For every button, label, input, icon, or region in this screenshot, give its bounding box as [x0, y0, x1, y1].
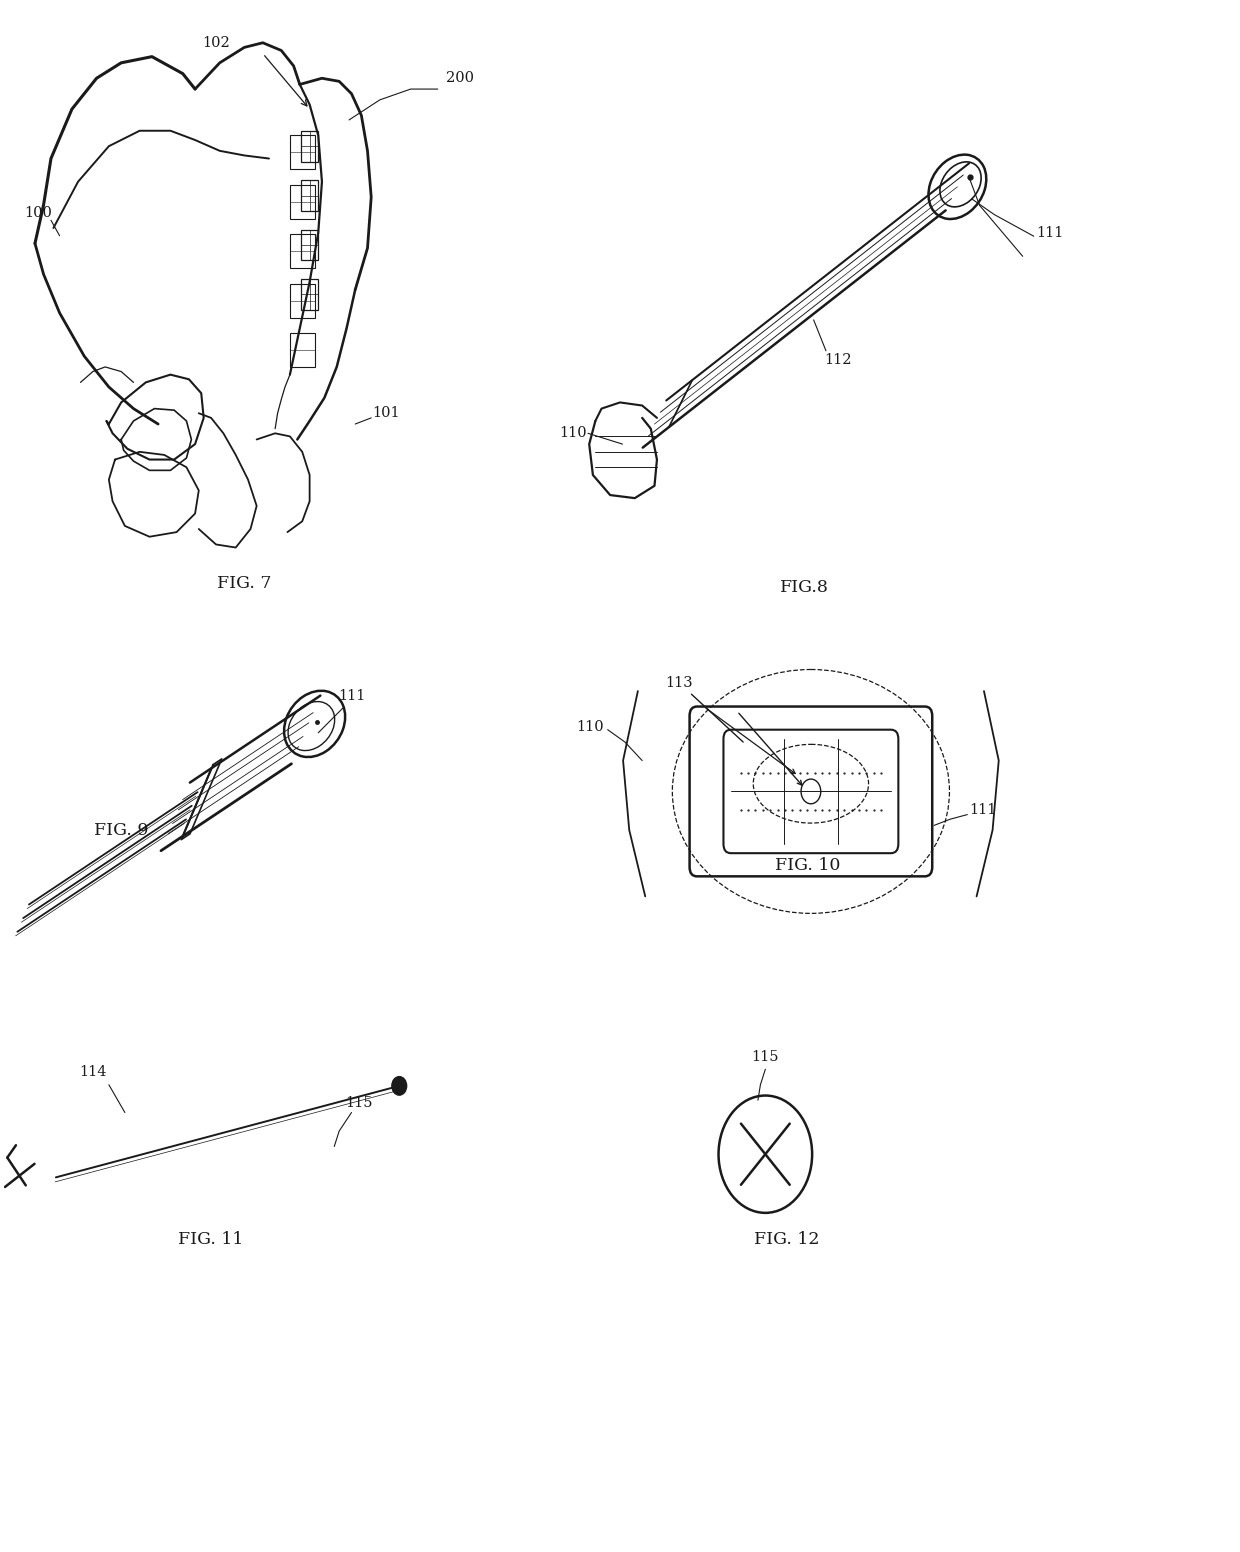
Bar	[301, 180, 319, 211]
Text: FIG. 12: FIG. 12	[754, 1231, 820, 1248]
Text: 111: 111	[337, 689, 366, 703]
Text: 110: 110	[577, 720, 604, 734]
Text: FIG.8: FIG.8	[780, 579, 830, 596]
Text: 111: 111	[970, 802, 997, 816]
Text: 113: 113	[666, 677, 693, 691]
Text: 101: 101	[372, 407, 399, 421]
Bar	[301, 279, 319, 310]
Text: 100: 100	[25, 205, 52, 219]
Bar	[290, 334, 315, 366]
Bar	[301, 230, 319, 261]
Text: 102: 102	[202, 36, 229, 50]
Bar	[301, 130, 319, 161]
Text: 115: 115	[751, 1051, 779, 1065]
Circle shape	[392, 1077, 407, 1096]
Text: 114: 114	[79, 1065, 107, 1079]
Text: 200: 200	[446, 71, 474, 85]
Text: 115: 115	[345, 1096, 373, 1110]
Bar	[290, 135, 315, 169]
Bar	[290, 185, 315, 219]
Text: FIG. 11: FIG. 11	[179, 1231, 244, 1248]
Bar	[290, 284, 315, 318]
Text: 112: 112	[825, 352, 852, 366]
Text: FIG. 7: FIG. 7	[217, 574, 272, 591]
Text: 110: 110	[559, 427, 587, 441]
Text: FIG. 9: FIG. 9	[94, 821, 149, 838]
Text: FIG. 10: FIG. 10	[775, 857, 839, 874]
Text: 111: 111	[1037, 227, 1064, 241]
Bar	[290, 234, 315, 268]
